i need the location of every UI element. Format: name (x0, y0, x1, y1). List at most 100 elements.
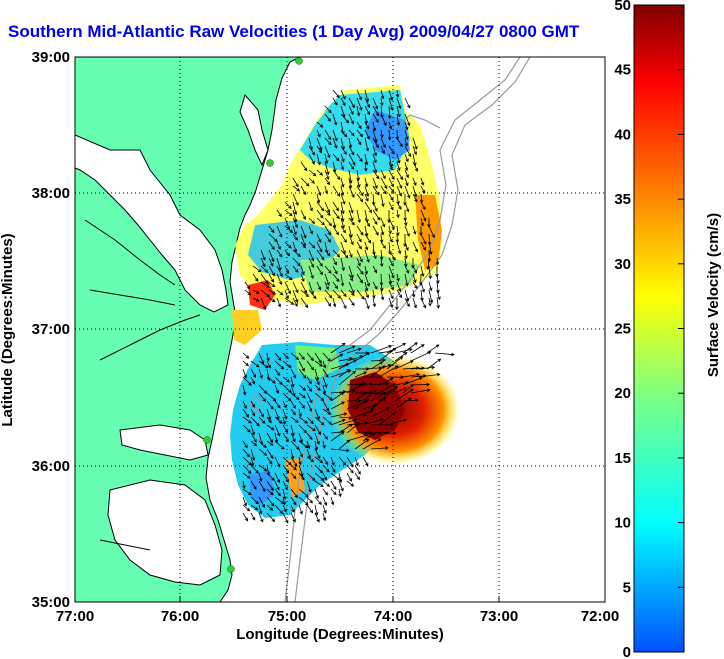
velocity-arrow (332, 137, 338, 149)
velocity-arrow (356, 241, 362, 250)
colorbar-tick-label: 40 (614, 126, 631, 143)
velocity-arrow (306, 392, 313, 404)
colorbar-tick-label: 10 (614, 515, 631, 532)
velocity-arrow (258, 408, 264, 418)
velocity-arrow (420, 241, 426, 251)
velocity-arrow (298, 400, 306, 409)
velocity-arrow (258, 512, 264, 523)
velocity-arrow (242, 376, 252, 386)
velocity-arrow (266, 400, 274, 410)
velocity-arrow (324, 169, 330, 181)
velocity-arrow (364, 281, 369, 292)
velocity-arrow (290, 424, 295, 437)
velocity-arrow (410, 351, 432, 362)
velocity-arrow (372, 129, 378, 143)
y-tick-label: 37:00 (32, 321, 70, 338)
velocity-arrow (284, 241, 292, 249)
velocity-arrow (388, 97, 394, 111)
x-tick-label: 77:00 (56, 608, 94, 625)
velocity-bay-mouth-red (248, 280, 275, 310)
velocity-arrow (284, 289, 289, 300)
velocity-arrow (308, 249, 315, 262)
velocity-arrow (314, 496, 322, 505)
velocity-arrow (300, 161, 308, 172)
velocity-arrow (388, 257, 394, 267)
velocity-arrow (330, 401, 346, 410)
velocity-arrow (394, 387, 407, 394)
velocity-arrow (364, 89, 370, 103)
velocity-arrow (298, 456, 302, 466)
velocity-arrow (332, 257, 337, 266)
velocity-arrow (378, 382, 396, 394)
velocity-arrow (268, 265, 275, 277)
velocity-arrow (332, 113, 338, 126)
velocity-arrow (260, 297, 267, 310)
velocity-arrow (434, 352, 455, 357)
velocity-arrow (290, 400, 296, 409)
velocity-arrow (316, 129, 321, 138)
velocity-arrow (306, 440, 311, 450)
velocity-arrow (412, 185, 418, 198)
velocity-arrow (404, 145, 412, 158)
velocity-arrow (372, 113, 379, 123)
velocity-arrow (252, 273, 259, 282)
velocity-arrow (348, 105, 354, 116)
velocity-arrow (260, 281, 270, 288)
velocity-arrow (332, 225, 339, 236)
velocity-arrow (332, 249, 341, 258)
velocity-arrow (436, 273, 440, 284)
velocity-arrow (364, 249, 370, 263)
velocity-arrow (258, 392, 267, 402)
velocity-arrow (242, 384, 247, 396)
velocity-arrow (314, 384, 321, 391)
velocity-arrow (364, 97, 371, 109)
velocity-arrow (388, 249, 396, 261)
velocity-arrow (378, 365, 399, 378)
velocity-arrow (242, 416, 252, 424)
velocity-arrow (298, 448, 304, 458)
velocity-arrow (292, 217, 298, 229)
velocity-arrow (388, 193, 394, 201)
velocity-arrow (260, 265, 269, 273)
velocity-arrow (364, 185, 370, 198)
velocity-arrow (324, 225, 331, 236)
velocity-arrow (412, 273, 417, 284)
velocity-arrow (324, 249, 331, 257)
velocity-arrow (266, 448, 274, 459)
velocity-arrow (362, 390, 377, 402)
velocity-arrow (372, 145, 378, 157)
velocity-arrow (242, 408, 249, 418)
colorbar-tick-label: 30 (614, 256, 631, 273)
velocity-arrow (268, 225, 275, 234)
velocity-arrow (266, 352, 270, 362)
velocity-arrow (290, 496, 297, 506)
velocity-arrow (388, 177, 394, 188)
velocity-arrow (290, 416, 299, 423)
velocity-arrow (338, 345, 356, 354)
velocity-arrow (250, 408, 256, 417)
velocity-arrow (250, 464, 259, 474)
velocity-arrow (388, 289, 394, 300)
velocity-arrow (298, 488, 309, 498)
velocity-arrow (372, 209, 381, 221)
delaware-bay (239, 93, 269, 167)
velocity-arrow (266, 504, 274, 511)
velocity-arrow (274, 408, 280, 420)
velocity-arrow (404, 217, 408, 227)
velocity-arrow (380, 97, 384, 107)
velocity-arrow (412, 281, 418, 290)
velocity-arrow (380, 217, 386, 228)
velocity-arrow (242, 488, 252, 496)
velocity-arrow (308, 153, 315, 165)
velocity-arrow (412, 241, 419, 253)
velocity-arrow (314, 352, 322, 364)
velocity-arrow (308, 145, 315, 156)
colorbar-label: Surface Velocity (cm/s) (705, 213, 722, 377)
velocity-arrow (338, 416, 353, 420)
velocity-arrow (420, 233, 427, 245)
velocity-arrow (364, 265, 369, 275)
velocity-arrow (330, 496, 335, 506)
velocity-arrow (346, 464, 354, 474)
velocity-arrow (314, 360, 323, 367)
